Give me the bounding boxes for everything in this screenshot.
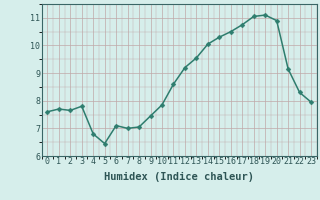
- X-axis label: Humidex (Indice chaleur): Humidex (Indice chaleur): [104, 172, 254, 182]
